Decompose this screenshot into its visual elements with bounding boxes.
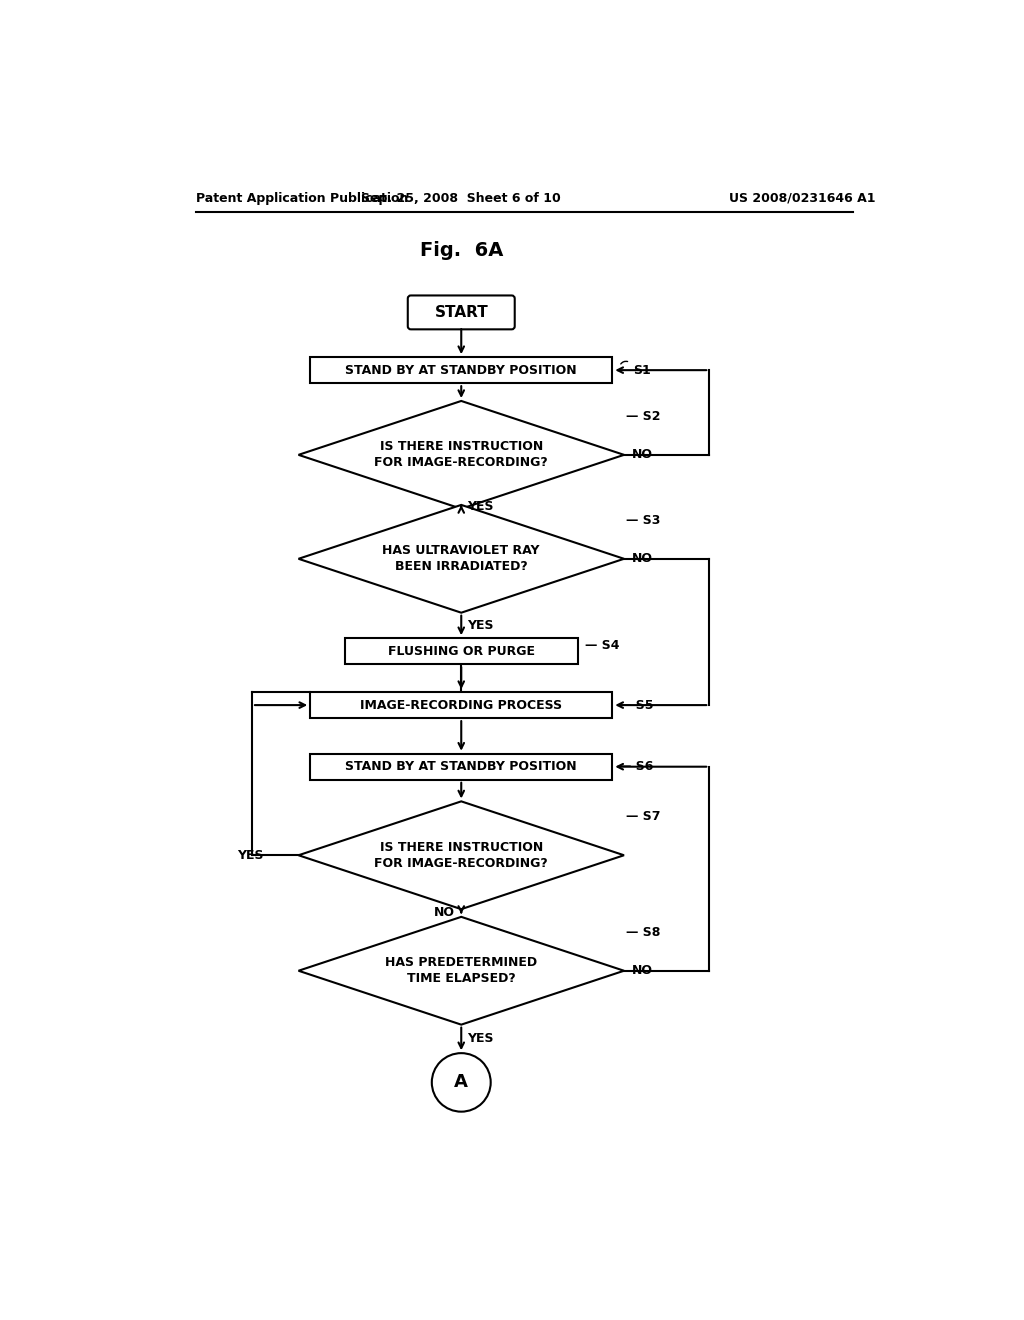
Bar [310,692,612,718]
Text: START: START [434,305,488,319]
Text: Patent Application Publication: Patent Application Publication [197,191,409,205]
Text: — S5: — S5 [620,698,654,711]
Text: NO: NO [632,964,652,977]
Polygon shape [299,506,624,612]
Polygon shape [299,917,624,1024]
Text: NO: NO [434,907,455,920]
Text: NO: NO [632,449,652,462]
Text: — S2: — S2 [627,409,660,422]
Text: S1: S1 [633,363,651,376]
Text: STAND BY AT STANDBY POSITION: STAND BY AT STANDBY POSITION [345,363,578,376]
Text: HAS ULTRAVIOLET RAY
BEEN IRRADIATED?: HAS ULTRAVIOLET RAY BEEN IRRADIATED? [383,544,540,573]
Text: YES: YES [238,849,263,862]
Text: YES: YES [467,500,494,513]
Text: NO: NO [632,552,652,565]
Text: Fig.  6A: Fig. 6A [420,242,503,260]
Bar [310,754,612,780]
Bar [345,638,578,664]
Text: YES: YES [467,619,494,631]
Text: — S8: — S8 [627,925,660,939]
FancyBboxPatch shape [408,296,515,330]
Text: — S4: — S4 [586,639,620,652]
Text: A: A [455,1073,468,1092]
Circle shape [432,1053,490,1111]
Text: HAS PREDETERMINED
TIME ELAPSED?: HAS PREDETERMINED TIME ELAPSED? [385,956,538,985]
Bar [310,358,612,383]
Text: IS THERE INSTRUCTION
FOR IMAGE-RECORDING?: IS THERE INSTRUCTION FOR IMAGE-RECORDING… [375,441,548,470]
Text: YES: YES [467,1032,494,1045]
Text: STAND BY AT STANDBY POSITION: STAND BY AT STANDBY POSITION [345,760,578,774]
Text: IS THERE INSTRUCTION
FOR IMAGE-RECORDING?: IS THERE INSTRUCTION FOR IMAGE-RECORDING… [375,841,548,870]
Polygon shape [299,401,624,508]
Text: US 2008/0231646 A1: US 2008/0231646 A1 [729,191,876,205]
Text: — S6: — S6 [620,760,653,774]
Text: — S3: — S3 [627,513,660,527]
Text: — S7: — S7 [627,810,660,824]
Text: FLUSHING OR PURGE: FLUSHING OR PURGE [388,644,535,657]
Text: IMAGE-RECORDING PROCESS: IMAGE-RECORDING PROCESS [360,698,562,711]
Text: Sep. 25, 2008  Sheet 6 of 10: Sep. 25, 2008 Sheet 6 of 10 [361,191,561,205]
Polygon shape [299,801,624,909]
